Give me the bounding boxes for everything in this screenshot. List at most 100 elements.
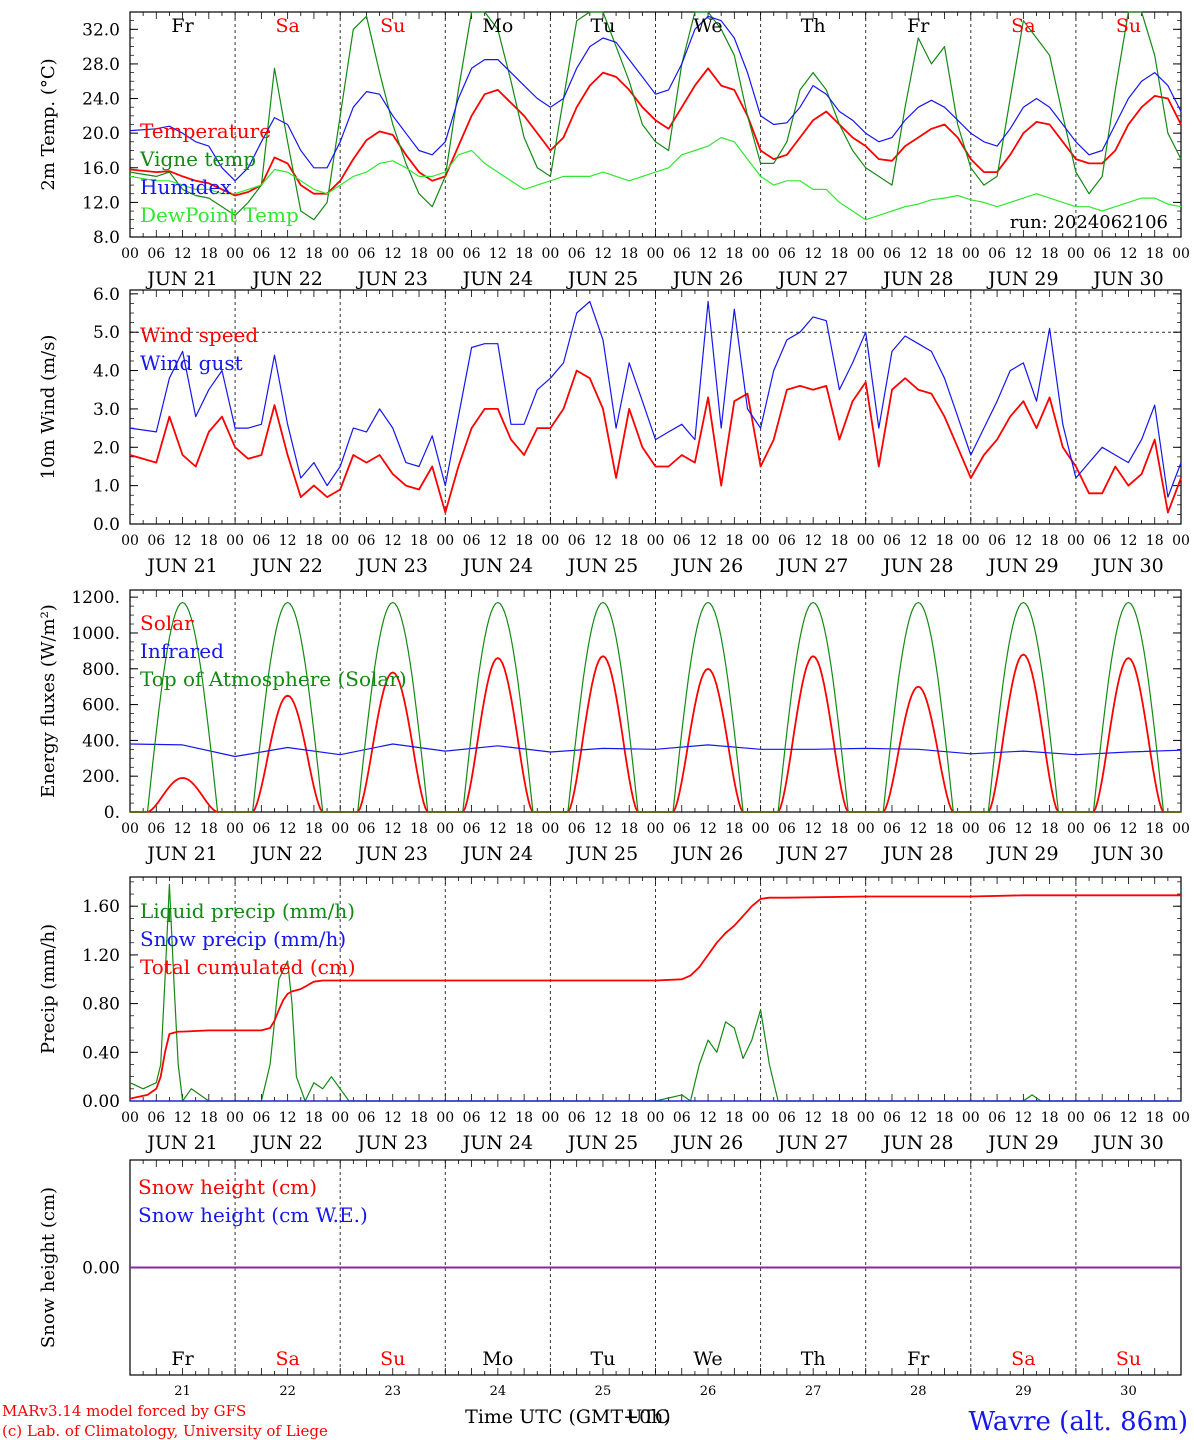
x-hour-label: 12 [1014, 1110, 1032, 1126]
x-hour-label: 00 [436, 533, 454, 549]
day-number-label: 27 [805, 1384, 822, 1399]
x-hour-label: 06 [673, 1110, 691, 1126]
y-tick-label: 0.40 [82, 1043, 120, 1063]
x-hour-label: 00 [1067, 821, 1085, 837]
x-hour-label: 06 [147, 821, 165, 837]
day-number-label: 29 [1015, 1384, 1032, 1399]
x-hour-label: 00 [962, 821, 980, 837]
x-day-label: JUN 25 [566, 843, 638, 865]
y-axis-label: Precip (mm/h) [38, 924, 59, 1054]
x-hour-label: 12 [594, 246, 612, 262]
x-hour-label: 06 [568, 246, 586, 262]
x-hour-label: 12 [1120, 821, 1138, 837]
x-hour-label: 06 [358, 246, 376, 262]
x-hour-label: 12 [804, 246, 822, 262]
x-hour-label: 12 [489, 821, 507, 837]
x-day-label: JUN 23 [356, 268, 428, 290]
x-hour-label: 12 [279, 246, 297, 262]
x-day-label: JUN 30 [1091, 268, 1163, 290]
legend-entry: Humidex [140, 175, 232, 199]
x-hour-label: 12 [909, 821, 927, 837]
x-day-label: JUN 29 [986, 268, 1058, 290]
y-tick-label: 28.0 [82, 55, 120, 75]
y-tick-label: 1.20 [82, 946, 120, 966]
x-hour-label: 18 [936, 1110, 954, 1126]
x-hour-label: 12 [909, 1110, 927, 1126]
x-hour-label: 18 [305, 1110, 323, 1126]
x-day-label: JUN 21 [145, 555, 217, 577]
panel-3: 0. 200. 400. 600. 800. 1000. 1200. Energy fluxe… [38, 588, 1190, 865]
weekday-label: Fr [171, 1348, 194, 1370]
x-hour-label: 00 [226, 821, 244, 837]
x-hour-label: 12 [174, 533, 192, 549]
x-axis-label-overlap: UTC [626, 1406, 669, 1428]
x-day-label: JUN 27 [776, 843, 848, 865]
x-hour-label: 00 [857, 533, 875, 549]
day-number-label: 22 [279, 1384, 296, 1399]
x-hour-label: 00 [226, 1110, 244, 1126]
y-tick-label: 0.80 [82, 995, 120, 1015]
x-day-label: JUN 23 [356, 555, 428, 577]
y-tick-label: 6.0 [93, 285, 120, 305]
x-hour-label: 18 [725, 246, 743, 262]
x-hour-label: 18 [200, 533, 218, 549]
x-hour-label: 12 [489, 1110, 507, 1126]
y-tick-label: 1200. [71, 588, 120, 608]
x-day-label: JUN 23 [356, 1132, 428, 1154]
legend-entry: Vigne temp [139, 147, 256, 171]
y-tick-label: 1.0 [93, 477, 120, 497]
x-day-label: JUN 30 [1091, 555, 1163, 577]
x-hour-label: 18 [200, 1110, 218, 1126]
weekday-label: Sa [275, 1348, 299, 1370]
weekday-label: We [693, 1348, 722, 1370]
y-tick-label: 0.0 [93, 515, 120, 535]
y-tick-label: 8.0 [93, 228, 120, 248]
x-hour-label: 18 [305, 533, 323, 549]
x-hour-label: 18 [410, 1110, 428, 1126]
x-hour-label: 06 [358, 533, 376, 549]
day-number-label: 24 [490, 1384, 507, 1399]
x-hour-label: 18 [1041, 1110, 1059, 1126]
x-hour-label: 12 [489, 533, 507, 549]
x-day-label: JUN 21 [145, 268, 217, 290]
x-hour-label: 06 [568, 1110, 586, 1126]
x-day-label: JUN 22 [250, 555, 322, 577]
x-day-label: JUN 22 [250, 1132, 322, 1154]
x-hour-label: 00 [331, 821, 349, 837]
weekday-label: Fr [907, 1348, 930, 1370]
legend-entry: Liquid precip (mm/h) [140, 899, 355, 923]
series-line [129, 894, 1181, 1100]
x-hour-label: 06 [883, 246, 901, 262]
x-day-label: JUN 24 [461, 1132, 533, 1154]
x-hour-label: 00 [1067, 533, 1085, 549]
x-hour-label: 18 [831, 246, 849, 262]
x-hour-label: 18 [936, 821, 954, 837]
legend-entry: Solar [140, 611, 194, 635]
weekday-label: Fr [907, 15, 930, 37]
x-day-label: JUN 24 [461, 843, 533, 865]
x-hour-label: 06 [778, 246, 796, 262]
x-hour-label: 06 [778, 821, 796, 837]
x-day-label: JUN 24 [461, 555, 533, 577]
x-hour-label: 18 [1041, 821, 1059, 837]
x-hour-label: 06 [252, 1110, 270, 1126]
x-hour-label: 12 [1120, 246, 1138, 262]
x-hour-label: 12 [384, 821, 402, 837]
x-day-label: JUN 29 [986, 843, 1058, 865]
day-number-label: 30 [1120, 1384, 1137, 1399]
y-tick-label: 20.0 [82, 124, 120, 144]
x-hour-label: 06 [147, 246, 165, 262]
x-hour-label: 18 [305, 246, 323, 262]
x-hour-label: 06 [568, 821, 586, 837]
series-line [129, 300, 1182, 498]
station-label: Wavre (alt. 86m) [968, 1407, 1188, 1437]
y-tick-label: 16.0 [82, 159, 120, 179]
legend-entry: Top of Atmosphere (Solar) [140, 667, 407, 691]
x-hour-label: 12 [1120, 1110, 1138, 1126]
x-day-label: JUN 28 [881, 1132, 953, 1154]
y-tick-label: 5.0 [93, 323, 120, 343]
x-day-label: JUN 29 [986, 555, 1058, 577]
x-hour-label: 18 [831, 1110, 849, 1126]
weekday-label: Th [801, 15, 826, 37]
y-tick-label: 32.0 [82, 20, 120, 40]
